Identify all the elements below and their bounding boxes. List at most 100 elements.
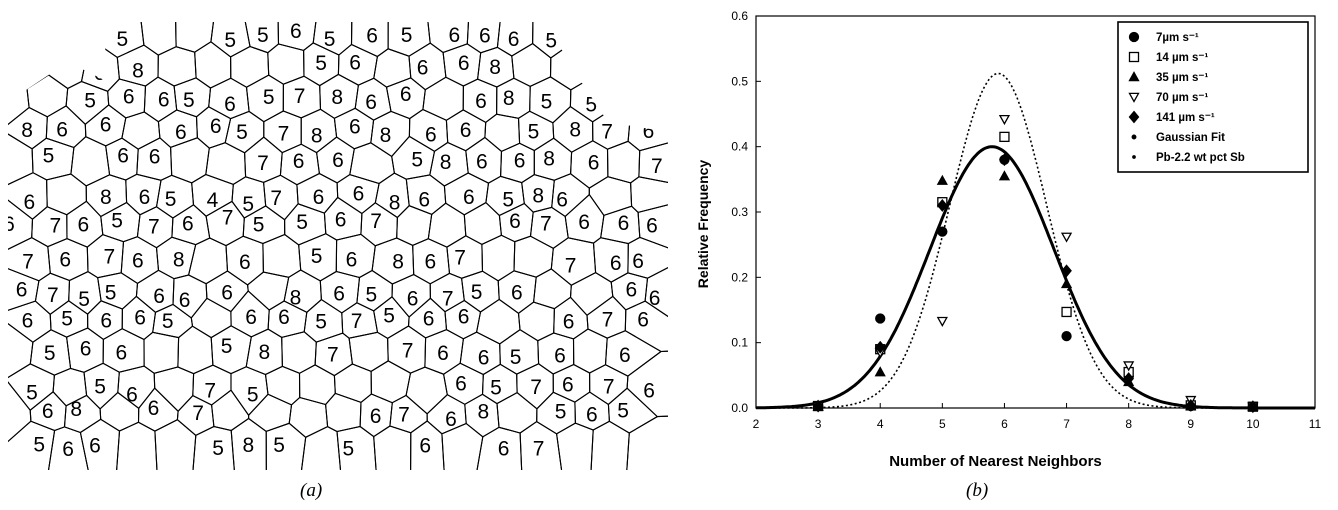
cell-neighbor-count: 8 bbox=[478, 401, 490, 424]
y-tick-label: 0.4 bbox=[731, 140, 748, 154]
voronoi-cell bbox=[606, 140, 641, 184]
cell-neighbor-count: 5 bbox=[257, 24, 269, 47]
cell-neighbor-count: 6 bbox=[643, 379, 655, 402]
cell-neighbor-count: 6 bbox=[418, 189, 430, 212]
cell-neighbor-count: 7 bbox=[530, 376, 542, 399]
cell-neighbor-count: 8 bbox=[331, 86, 343, 109]
cell-neighbor-count: 6 bbox=[153, 285, 165, 308]
cell-neighbor-count: 6 bbox=[514, 150, 526, 173]
cell-neighbor-count: 6 bbox=[313, 186, 325, 209]
voronoi-cell bbox=[247, 271, 290, 311]
cell-neighbor-count: 6 bbox=[463, 186, 475, 209]
data-point bbox=[1061, 306, 1072, 318]
cell-neighbor-count: 6 bbox=[16, 279, 28, 302]
cell-neighbor-count: 6 bbox=[221, 282, 233, 305]
cell-neighbor-count: 8 bbox=[569, 119, 581, 142]
voronoi-cell bbox=[588, 176, 633, 217]
voronoi-cell bbox=[373, 425, 412, 470]
cell-neighbor-count: 7 bbox=[278, 123, 290, 146]
cell-neighbor-count: 6 bbox=[445, 408, 457, 431]
voronoi-cell bbox=[300, 425, 342, 470]
cell-neighbor-count: 5 bbox=[541, 91, 553, 114]
cell-neighbor-count: 6 bbox=[458, 306, 470, 329]
cell-neighbor-count: 6 bbox=[182, 213, 194, 236]
cell-neighbor-count: 7 bbox=[47, 284, 59, 307]
voronoi-cell bbox=[333, 363, 372, 404]
cell-neighbor-count: 8 bbox=[503, 87, 515, 110]
cell-neighbor-count: 8 bbox=[389, 192, 401, 215]
cell-neighbor-count: 7 bbox=[104, 246, 116, 269]
cell-neighbor-count: 4 bbox=[207, 189, 219, 212]
voronoi-cell bbox=[405, 366, 448, 415]
data-point bbox=[999, 153, 1010, 167]
voronoi-cell bbox=[265, 422, 307, 470]
cell-neighbor-count: 6 bbox=[400, 83, 412, 106]
data-point bbox=[998, 114, 1011, 126]
outline-mask bbox=[8, 22, 668, 132]
y-tick-label: 0.1 bbox=[731, 336, 748, 350]
legend-label: Gaussian Fit bbox=[1156, 132, 1225, 144]
cell-neighbor-count: 5 bbox=[165, 188, 177, 211]
voronoi-cell bbox=[143, 331, 180, 374]
cell-neighbor-count: 6 bbox=[349, 51, 361, 74]
cell-neighbor-count: 6 bbox=[449, 24, 461, 47]
cell-neighbor-count: 5 bbox=[236, 121, 248, 144]
cell-neighbor-count: 8 bbox=[100, 186, 112, 209]
cell-neighbor-count: 6 bbox=[332, 149, 344, 172]
x-tick-label: 9 bbox=[1187, 417, 1194, 431]
x-tick-label: 3 bbox=[815, 417, 822, 431]
cell-neighbor-count: 6 bbox=[437, 342, 449, 365]
cell-neighbor-count: 8 bbox=[311, 125, 323, 148]
cell-neighbor-count: 6 bbox=[89, 434, 101, 457]
cell-neighbor-count: 6 bbox=[562, 373, 574, 396]
voronoi-cell bbox=[140, 22, 177, 56]
cell-neighbor-count: 6 bbox=[610, 252, 622, 275]
voronoi-cell bbox=[175, 22, 214, 53]
data-point bbox=[1061, 330, 1072, 342]
cell-neighbor-count: 5 bbox=[94, 376, 106, 399]
cell-neighbor-count: 5 bbox=[528, 121, 540, 144]
cell-neighbor-count: 5 bbox=[44, 342, 56, 365]
cell-neighbor-count: 6 bbox=[175, 121, 187, 144]
cell-neighbor-count: 6 bbox=[554, 345, 566, 368]
cell-neighbor-count: 5 bbox=[273, 434, 285, 457]
cell-neighbor-count: 6 bbox=[646, 214, 658, 237]
cell-neighbor-count: 6 bbox=[626, 279, 638, 302]
cell-neighbor-count: 5 bbox=[555, 401, 567, 424]
voronoi-cell bbox=[97, 272, 139, 310]
x-tick-label: 8 bbox=[1125, 417, 1132, 431]
voronoi-tessellation-figure: 5555565656665568566686556656578666855778… bbox=[8, 22, 668, 470]
y-tick-label: 0.0 bbox=[731, 401, 748, 415]
cell-neighbor-count: 7 bbox=[204, 379, 216, 402]
x-tick-label: 5 bbox=[939, 417, 946, 431]
cell-neighbor-count: 5 bbox=[296, 211, 308, 234]
cell-neighbor-count: 6 bbox=[618, 212, 630, 235]
cell-neighbor-count: 6 bbox=[509, 210, 521, 233]
voronoi-cell bbox=[626, 415, 668, 470]
cell-neighbor-count: 6 bbox=[578, 211, 590, 234]
cell-neighbor-count: 7 bbox=[603, 376, 615, 399]
data-point bbox=[936, 174, 948, 185]
data-point bbox=[1123, 372, 1135, 386]
cell-neighbor-count: 5 bbox=[117, 28, 129, 51]
cell-neighbor-count: 7 bbox=[370, 210, 382, 233]
legend-label: 70 µm s⁻¹ bbox=[1156, 92, 1208, 104]
cell-neighbor-count: 7 bbox=[148, 215, 160, 238]
data-point bbox=[1247, 400, 1259, 414]
cell-neighbor-count: 6 bbox=[224, 93, 236, 116]
cell-neighbor-count: 5 bbox=[411, 149, 423, 172]
data-point bbox=[812, 399, 824, 413]
cell-neighbor-count: 5 bbox=[401, 24, 413, 47]
cell-neighbor-count: 6 bbox=[455, 373, 467, 396]
cell-neighbor-count: 6 bbox=[100, 114, 112, 137]
gaussian-fit-curve bbox=[756, 145, 1315, 410]
cell-neighbor-count: 8 bbox=[21, 119, 33, 142]
cell-neighbor-count: 5 bbox=[162, 310, 174, 333]
cell-neighbor-count: 7 bbox=[270, 187, 282, 210]
cell-neighbor-count: 7 bbox=[602, 309, 614, 332]
legend-marker bbox=[1131, 134, 1137, 140]
legend-marker bbox=[1128, 92, 1140, 103]
cell-neighbor-count: 7 bbox=[398, 404, 410, 427]
cell-neighbor-count: 8 bbox=[392, 251, 404, 274]
cell-neighbor-count: 6 bbox=[132, 250, 144, 273]
